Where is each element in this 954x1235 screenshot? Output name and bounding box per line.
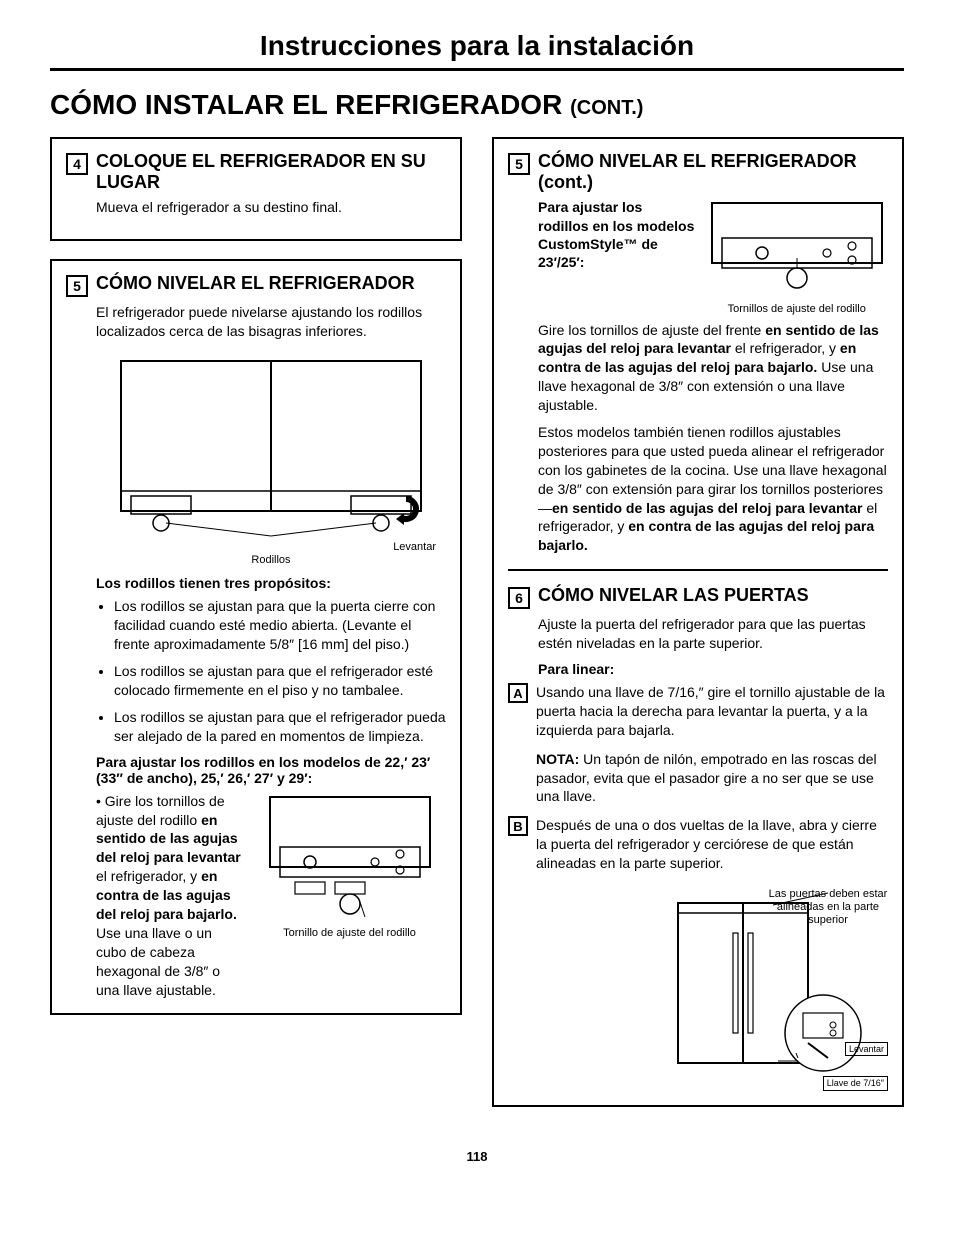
step6-B-row: B Después de una o dos vueltas de la lla… <box>508 816 888 873</box>
adj-post: Use una llave o un cubo de cabeza hexago… <box>96 925 220 998</box>
bullet-item: Los rodillos se ajustan para que el refr… <box>114 662 446 700</box>
step5a-intro: El refrigerador puede nivelarse ajustand… <box>96 303 446 341</box>
step4-body: Mueva el refrigerador a su destino final… <box>96 198 446 217</box>
step5a-figure2: Tornillo de ajuste del rodillo <box>253 792 446 1000</box>
title-cont: (CONT.) <box>570 97 643 119</box>
step4-box: 4 COLOQUE EL REFRIGERADOR EN SU LUGAR Mu… <box>50 137 462 241</box>
fig1-rodillos-label: Rodillos <box>96 554 446 567</box>
fig-key-label: Llave de 7/16″ <box>823 1076 888 1091</box>
p2-b1: en sentido de las agujas del reloj para … <box>552 500 862 516</box>
step6-B-text: Después de una o dos vueltas de la llave… <box>536 816 888 873</box>
note-text: Un tapón de nilón, empotrado en las rosc… <box>536 751 877 805</box>
step6-A-row: A Usando una llave de 7/16,″ gire el tor… <box>508 683 888 740</box>
step5b-figure: Tornillos de ajuste del rodillo <box>706 198 889 316</box>
step5b-p2: Estos modelos también tienen rodillos aj… <box>538 423 888 555</box>
step6-A-text: Usando una llave de 7/16,″ gire el torni… <box>536 683 888 740</box>
step6-sub: Para linear: <box>538 661 888 677</box>
step5a-number: 5 <box>66 275 88 297</box>
page-number: 118 <box>50 1149 904 1164</box>
divider <box>508 569 888 571</box>
step5a-box: 5 CÓMO NIVELAR EL REFRIGERADOR El refrig… <box>50 259 462 1015</box>
adj-mid: el refrigerador, y <box>96 868 201 884</box>
step6-figure: Las puertas deben estar alineadas en la … <box>508 883 888 1091</box>
step4-title: COLOQUE EL REFRIGERADOR EN SU LUGAR <box>96 151 446 192</box>
left-column: 4 COLOQUE EL REFRIGERADOR EN SU LUGAR Mu… <box>50 137 462 1125</box>
step6-number: 6 <box>508 587 530 609</box>
letter-B: B <box>508 816 528 836</box>
letter-A: A <box>508 683 528 703</box>
step5b-title: CÓMO NIVELAR EL REFRIGERADOR (cont.) <box>538 151 888 192</box>
step5a-adjust-block: • Gire los tornillos de ajuste del rodil… <box>96 792 446 1000</box>
p1-pre: Gire los tornillos de ajuste del frente <box>538 322 765 338</box>
page-header: Instrucciones para la instalación <box>50 30 904 71</box>
bullet-item: Los rodillos se ajustan para que el refr… <box>114 708 446 746</box>
p1-mid: el refrigerador, y <box>731 340 840 356</box>
step5a-bullets: Los rodillos se ajustan para que la puer… <box>114 597 446 745</box>
step6-intro: Ajuste la puerta del refrigerador para q… <box>538 615 888 653</box>
para-head-bold: Para ajustar los rodillos en los modelos… <box>538 199 694 270</box>
fig-top-label: Las puertas deben estar alineadas en la … <box>768 888 888 928</box>
step5b-number: 5 <box>508 153 530 175</box>
step5a-adjust-text: • Gire los tornillos de ajuste del rodil… <box>96 792 243 1000</box>
step5a-title: CÓMO NIVELAR EL REFRIGERADOR <box>96 273 415 294</box>
right-column: 5 CÓMO NIVELAR EL REFRIGERADOR (cont.) P… <box>492 137 904 1125</box>
fig-lev-label: Levantar <box>845 1042 888 1057</box>
step5b-p1: Gire los tornillos de ajuste del frente … <box>538 321 888 415</box>
note-bold: NOTA: <box>536 751 579 767</box>
fig1-levantar-label: Levantar <box>393 541 436 554</box>
step5a-sub2: Para ajustar los rodillos en los modelos… <box>96 754 446 786</box>
step4-number: 4 <box>66 153 88 175</box>
step5b-fig-label: Tornillos de ajuste del rodillo <box>706 303 889 316</box>
step6-title: CÓMO NIVELAR LAS PUERTAS <box>538 585 809 606</box>
main-title: CÓMO INSTALAR EL REFRIGERADOR (CONT.) <box>50 89 904 121</box>
columns: 4 COLOQUE EL REFRIGERADOR EN SU LUGAR Mu… <box>50 137 904 1125</box>
step5a-sub1: Los rodillos tienen tres propósitos: <box>96 575 446 591</box>
step5b-box: 5 CÓMO NIVELAR EL REFRIGERADOR (cont.) P… <box>492 137 904 1107</box>
fig2-label: Tornillo de ajuste del rodillo <box>253 927 446 940</box>
step6-note: NOTA: Un tapón de nilón, empotrado en la… <box>536 750 888 807</box>
bullet-item: Los rodillos se ajustan para que la puer… <box>114 597 446 654</box>
step5a-figure1: Levantar Rodillos <box>96 351 446 567</box>
title-text: CÓMO INSTALAR EL REFRIGERADOR <box>50 89 562 120</box>
step5b-para-head: Para ajustar los rodillos en los modelos… <box>538 198 696 316</box>
